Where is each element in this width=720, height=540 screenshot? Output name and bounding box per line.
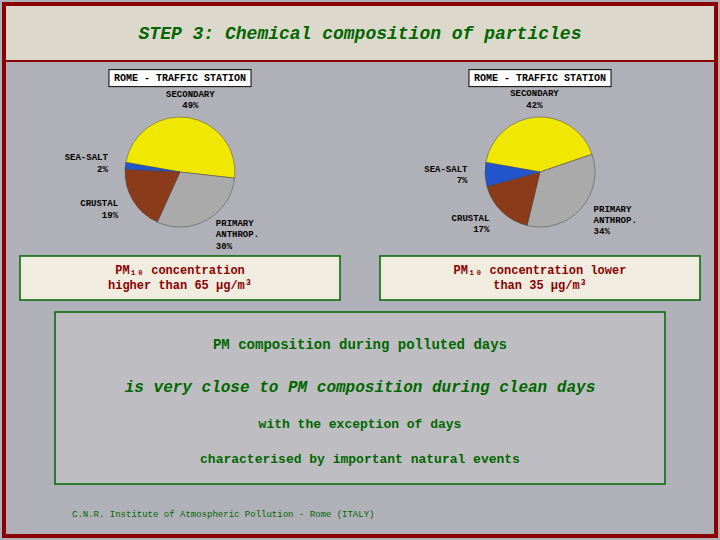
text-line: CRUSTAL (80, 200, 118, 210)
text-line: higher than 65 μg/m³ (108, 279, 252, 293)
slice-value: 49% (182, 101, 199, 111)
text-line: ANTHROP. (594, 216, 637, 226)
slice-category: SEA-SALT (65, 154, 109, 164)
caption-box (380, 256, 700, 300)
caption-box (20, 256, 340, 300)
chart-title: ROME - TRAFFIC STATION (114, 73, 246, 84)
chart-title-box: ROME - TRAFFIC STATION (469, 70, 611, 87)
slice-category: SECONDARY (510, 89, 559, 99)
text-line: SECONDARY (510, 89, 559, 99)
slice-category: PRIMARYANTHROP. (594, 205, 637, 226)
text-box (55, 312, 665, 484)
slice-value: 17% (473, 225, 490, 235)
chart-title-frame (109, 70, 251, 87)
chart-title: ROME - TRAFFIC STATION (474, 73, 606, 84)
chart-title-box: ROME - TRAFFIC STATION (109, 70, 251, 87)
slice-value: 19% (102, 211, 119, 221)
slice-labels: SECONDARY49% PRIMARYANTHROP.30% CRUSTAL19%… (65, 90, 259, 251)
annotation: PM composition during polluted days (213, 337, 507, 353)
pie-chart: ROME - TRAFFIC STATION SECONDARY42% PRIMAR… (380, 70, 700, 300)
text-line: ANTHROP. (216, 231, 259, 241)
text-line: than 35 μg/m³ (493, 279, 587, 293)
slice-category: SECONDARY (166, 90, 215, 100)
page-title: STEP 3: Chemical composition of particle… (139, 24, 582, 44)
caption: PM₁₀ concentrationhigher than 65 μg/m³ (108, 264, 252, 293)
slice-value: 34% (594, 227, 611, 237)
pie-slice (125, 162, 180, 172)
text-line: PRIMARY (594, 205, 632, 215)
annotation: is very close to PM composition during c… (125, 379, 595, 397)
slice-value: 7% (457, 176, 468, 186)
chart-title-frame (469, 70, 611, 87)
header-rule (6, 60, 714, 62)
pie-slice (527, 154, 595, 227)
text-line: SEA-SALT (65, 154, 109, 164)
text-line: PM₁₀ concentration (115, 264, 245, 278)
slice-value: 42% (526, 100, 543, 110)
slice-labels: SECONDARY42% PRIMARYANTHROP.34% CRUSTAL17%… (424, 89, 637, 237)
slice-value: 2% (97, 165, 108, 175)
slices (485, 117, 595, 227)
page: STEP 3: Chemical composition of particle… (0, 0, 720, 540)
slice-category: SEA-SALT (424, 165, 468, 175)
pie-slice (485, 162, 540, 186)
background (0, 0, 720, 540)
footer: C.N.R. Institute of Atmospheric Pollutio… (72, 510, 374, 520)
header-band (6, 6, 714, 60)
frame (4, 4, 716, 536)
slice-value: 30% (216, 242, 233, 252)
slice-category: PRIMARYANTHROP. (216, 220, 259, 241)
slice-category: CRUSTAL (80, 200, 118, 210)
annotation: characterised by important natural event… (200, 452, 520, 467)
slices (125, 117, 235, 227)
text-line: PRIMARY (216, 220, 254, 230)
text-line: SEA-SALT (424, 165, 468, 175)
caption: PM₁₀ concentration lowerthan 35 μg/m³ (454, 264, 627, 293)
text-line: SECONDARY (166, 90, 215, 100)
text-line: CRUSTAL (452, 214, 490, 224)
pie-slice (126, 117, 235, 178)
pie-slice (125, 169, 180, 222)
text-line: PM₁₀ concentration lower (454, 264, 627, 278)
pie-chart: ROME - TRAFFIC STATION SECONDARY49% PRIMAR… (20, 70, 340, 300)
annotation: with the exception of days (259, 417, 462, 432)
slice-category: CRUSTAL (452, 214, 490, 224)
